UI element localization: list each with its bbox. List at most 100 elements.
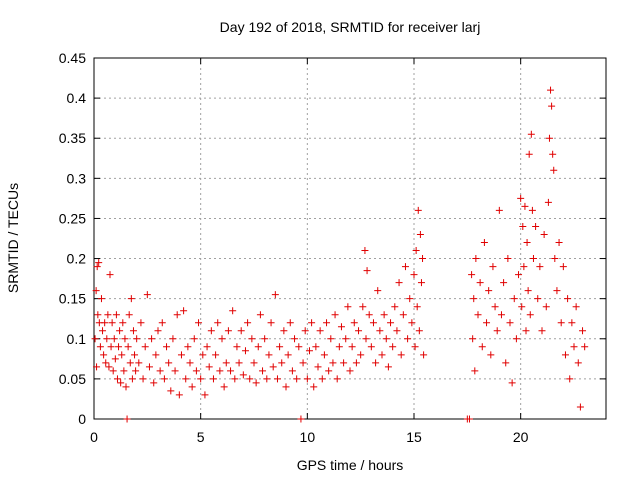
data-point bbox=[550, 166, 558, 174]
data-point bbox=[220, 383, 228, 391]
data-point bbox=[301, 327, 309, 335]
data-point bbox=[148, 335, 156, 343]
data-point bbox=[519, 222, 527, 230]
data-point bbox=[480, 239, 488, 247]
data-point bbox=[504, 255, 512, 263]
data-point bbox=[286, 319, 294, 327]
data-point bbox=[233, 343, 241, 351]
data-point bbox=[308, 319, 316, 327]
y-tick-label: 0.05 bbox=[59, 371, 86, 387]
data-point bbox=[469, 335, 477, 343]
data-point bbox=[105, 363, 113, 371]
x-axis-label: GPS time / hours bbox=[297, 457, 404, 473]
data-point bbox=[393, 327, 401, 335]
data-point bbox=[95, 259, 103, 267]
axis-ticks: 0 0.05 0.1 0.15 0.2 0.25 0.3 0.35 0.4 0.45 0 5 10 15 2… bbox=[59, 50, 606, 445]
data-point bbox=[478, 343, 486, 351]
data-point bbox=[192, 367, 200, 375]
data-point bbox=[470, 295, 478, 303]
data-point bbox=[491, 303, 499, 311]
data-point bbox=[248, 335, 256, 343]
data-point bbox=[305, 347, 313, 355]
data-point bbox=[235, 359, 243, 367]
y-tick-label: 0.2 bbox=[67, 251, 87, 267]
data-points bbox=[91, 86, 589, 423]
data-point bbox=[141, 343, 149, 351]
data-point bbox=[323, 319, 331, 327]
data-point bbox=[278, 359, 286, 367]
data-point bbox=[526, 311, 534, 319]
y-axis-label: SRMTID / TECUs bbox=[5, 183, 21, 293]
data-point bbox=[408, 319, 416, 327]
data-point bbox=[109, 367, 117, 375]
data-point bbox=[493, 327, 501, 335]
data-point bbox=[367, 343, 375, 351]
data-point bbox=[342, 335, 350, 343]
data-point bbox=[325, 367, 333, 375]
data-point bbox=[128, 375, 136, 383]
data-point bbox=[276, 343, 284, 351]
data-point bbox=[94, 311, 102, 319]
data-point bbox=[110, 335, 118, 343]
y-tick-label: 0.45 bbox=[59, 50, 86, 66]
data-point bbox=[476, 279, 484, 287]
data-point bbox=[327, 335, 335, 343]
data-point bbox=[474, 311, 482, 319]
data-point bbox=[471, 367, 479, 375]
data-point bbox=[246, 375, 254, 383]
data-point bbox=[528, 206, 536, 214]
data-point bbox=[483, 319, 491, 327]
data-point bbox=[553, 287, 561, 295]
data-point bbox=[209, 375, 217, 383]
data-point bbox=[173, 311, 181, 319]
data-point bbox=[227, 367, 235, 375]
data-point bbox=[295, 343, 303, 351]
data-point bbox=[419, 255, 427, 263]
data-point bbox=[112, 311, 120, 319]
data-point bbox=[188, 383, 196, 391]
data-point bbox=[314, 363, 322, 371]
data-point bbox=[312, 343, 320, 351]
data-point bbox=[205, 363, 213, 371]
data-point bbox=[280, 327, 288, 335]
data-point bbox=[154, 327, 162, 335]
data-point bbox=[261, 335, 269, 343]
data-point bbox=[529, 255, 537, 263]
data-point bbox=[500, 279, 508, 287]
data-point bbox=[387, 319, 395, 327]
data-point bbox=[116, 327, 124, 335]
data-point bbox=[397, 351, 405, 359]
data-point bbox=[123, 415, 131, 423]
data-point bbox=[91, 335, 99, 343]
data-point bbox=[269, 363, 277, 371]
data-point bbox=[118, 351, 126, 359]
data-point bbox=[299, 359, 307, 367]
data-point bbox=[152, 351, 160, 359]
data-point bbox=[163, 343, 171, 351]
data-point bbox=[472, 255, 480, 263]
data-point bbox=[555, 239, 563, 247]
data-point bbox=[542, 303, 550, 311]
x-tick-label: 5 bbox=[197, 429, 205, 445]
data-point bbox=[523, 239, 531, 247]
data-point bbox=[284, 351, 292, 359]
data-point bbox=[216, 367, 224, 375]
data-point bbox=[132, 367, 140, 375]
x-tick-label: 0 bbox=[90, 429, 98, 445]
data-point bbox=[310, 383, 318, 391]
data-point bbox=[150, 379, 158, 387]
data-point bbox=[175, 391, 183, 399]
data-point bbox=[99, 327, 107, 335]
data-point bbox=[568, 319, 576, 327]
data-point bbox=[100, 351, 108, 359]
data-point bbox=[517, 194, 525, 202]
data-point bbox=[487, 351, 495, 359]
data-point bbox=[256, 311, 264, 319]
data-point bbox=[384, 363, 392, 371]
data-point bbox=[365, 311, 373, 319]
data-point bbox=[190, 335, 198, 343]
data-point bbox=[557, 319, 565, 327]
data-point bbox=[93, 263, 101, 271]
data-point bbox=[254, 343, 262, 351]
data-point bbox=[380, 311, 388, 319]
